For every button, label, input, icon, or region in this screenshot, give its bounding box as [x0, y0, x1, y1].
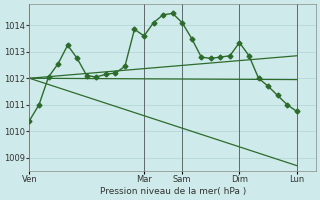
X-axis label: Pression niveau de la mer( hPa ): Pression niveau de la mer( hPa ): [100, 187, 246, 196]
